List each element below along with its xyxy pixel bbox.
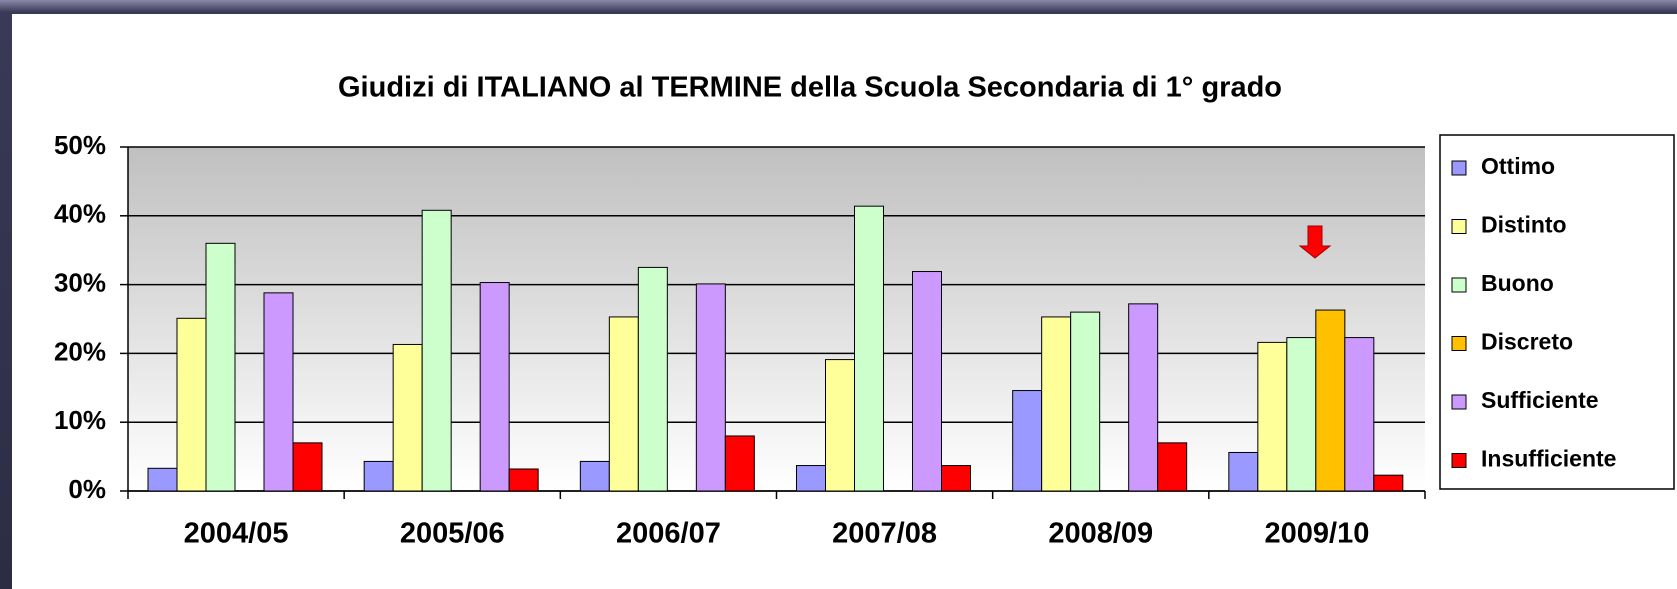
legend-label: Buono xyxy=(1481,270,1554,296)
plot-area xyxy=(128,147,1425,491)
bar xyxy=(1070,311,1101,492)
bar xyxy=(608,316,639,492)
bar xyxy=(941,465,971,492)
bar xyxy=(479,282,510,492)
bar xyxy=(292,442,323,492)
bar xyxy=(637,266,668,492)
bar xyxy=(363,460,394,492)
chart-title: Giudizi di ITALIANO al TERMINE della Scu… xyxy=(338,72,1282,104)
bar xyxy=(825,359,855,492)
bar xyxy=(1373,474,1404,492)
legend-swatch xyxy=(1451,219,1467,234)
bar xyxy=(263,292,294,492)
y-tick-label: 30% xyxy=(54,267,106,297)
y-tick-label: 50% xyxy=(54,130,106,160)
y-tick-label: 40% xyxy=(54,199,106,229)
legend-label: Ottimo xyxy=(1481,153,1555,179)
x-tick-label: 2007/08 xyxy=(832,518,937,550)
bar xyxy=(695,283,726,492)
bar xyxy=(579,460,610,492)
legend-label: Distinto xyxy=(1481,212,1567,238)
x-tick-label: 2008/09 xyxy=(1048,518,1153,550)
bar xyxy=(421,209,452,492)
bar xyxy=(1157,442,1188,492)
bar xyxy=(1228,451,1259,492)
bar xyxy=(1041,316,1072,492)
y-tick-label: 20% xyxy=(54,336,106,366)
legend-swatch xyxy=(1451,394,1467,410)
bar xyxy=(1012,390,1043,492)
bar xyxy=(1128,303,1159,492)
arrow-annotation xyxy=(1298,225,1332,259)
x-tick-label: 2009/10 xyxy=(1265,518,1370,550)
bar xyxy=(147,467,178,492)
legend-swatch xyxy=(1451,453,1467,468)
bar xyxy=(796,465,826,492)
bar xyxy=(724,435,755,492)
legend-swatch xyxy=(1451,277,1467,293)
legend-swatch xyxy=(1451,336,1467,351)
legend-label: Sufficiente xyxy=(1481,387,1599,413)
x-tick-label: 2004/05 xyxy=(184,518,289,550)
legend-label: Insufficiente xyxy=(1481,446,1616,472)
x-tick-label: 2005/06 xyxy=(400,518,505,550)
bar xyxy=(854,205,884,492)
bar xyxy=(205,242,236,492)
bar xyxy=(508,468,539,492)
y-tick-label: 10% xyxy=(54,405,106,435)
bar xyxy=(176,317,207,492)
legend-label: Discreto xyxy=(1481,329,1573,355)
bar xyxy=(912,271,942,492)
bar xyxy=(392,343,423,492)
bar xyxy=(1286,337,1317,492)
bar xyxy=(1344,337,1375,492)
bar xyxy=(1257,341,1288,492)
x-tick-label: 2006/07 xyxy=(616,518,721,550)
legend xyxy=(1439,134,1675,490)
bar xyxy=(1315,309,1346,492)
legend-swatch xyxy=(1451,160,1467,176)
y-tick-label: 0% xyxy=(68,474,106,504)
